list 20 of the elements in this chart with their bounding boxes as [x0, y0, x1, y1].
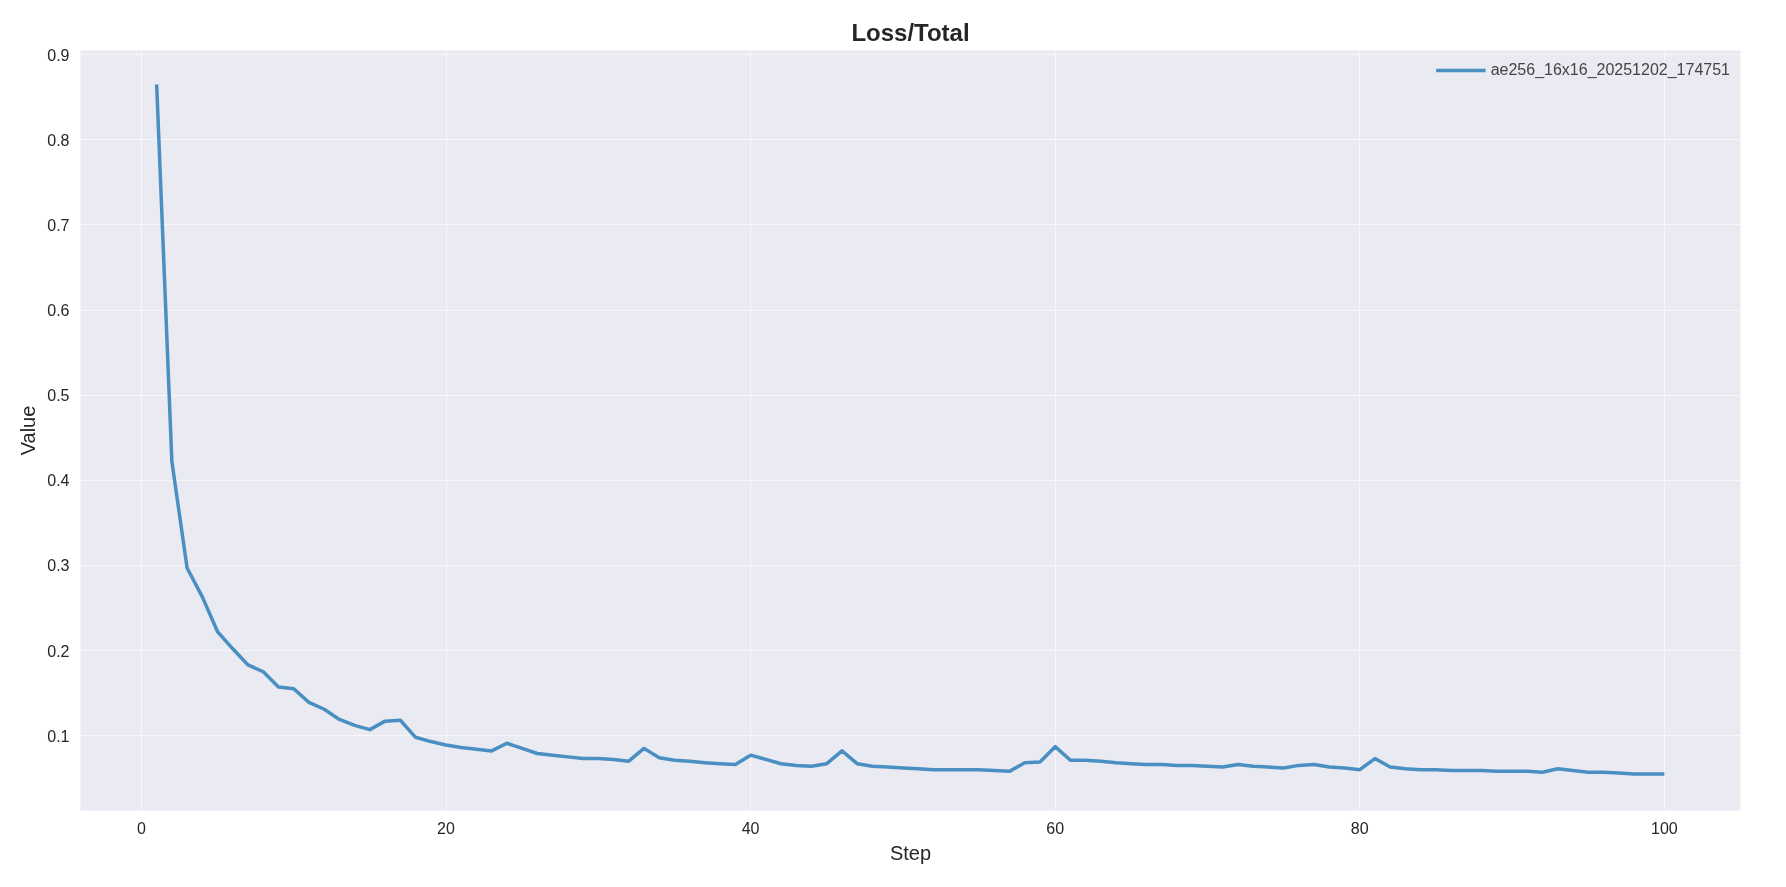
x-tick-label: 40	[741, 819, 760, 837]
y-axis-title: Value	[17, 405, 40, 456]
y-tick-label: 0.4	[47, 472, 70, 490]
y-tick-label: 0.8	[47, 131, 70, 149]
x-axis-title: Step	[889, 841, 932, 864]
y-tick-label: 0.1	[47, 727, 70, 745]
y-tick-label: 0.6	[47, 302, 70, 320]
x-tick-label: 100	[1651, 819, 1678, 837]
y-tick-label: 0.5	[47, 387, 70, 405]
chart-title: Loss/Total	[851, 18, 970, 46]
x-tick-label: 20	[437, 819, 455, 837]
line-series	[154, 82, 1667, 776]
y-tick-label: 0.3	[47, 557, 70, 575]
y-tick-label: 0.9	[47, 46, 70, 64]
x-tick-label: 60	[1046, 819, 1065, 837]
y-tick-label: 0.2	[47, 642, 70, 660]
x-tick-label: 0	[136, 819, 146, 837]
legend-label: ae256_16x16_20251202_174751	[1490, 61, 1730, 79]
x-tick-label: 80	[1350, 819, 1369, 837]
y-tick-label: 0.7	[47, 216, 70, 234]
